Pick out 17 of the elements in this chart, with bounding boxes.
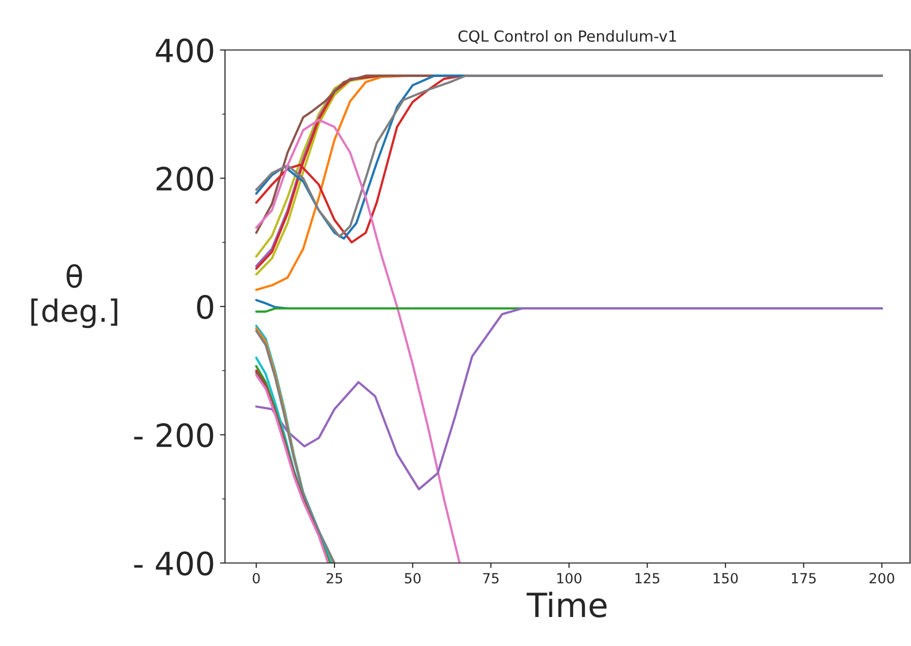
y-tick-label: - 200	[134, 423, 214, 448]
y-tick-label: - 400	[134, 551, 214, 576]
chart-title: CQL Control on Pendulum-v1	[458, 30, 676, 44]
x-tick-label: 75	[483, 573, 498, 584]
y-axis-title: θ [deg.]	[31, 264, 118, 328]
x-tick-label: 50	[404, 572, 421, 584]
y-tick-label: 0	[197, 294, 214, 320]
x-tick-label: 100	[557, 572, 582, 584]
x-axis-title: Time	[526, 592, 607, 618]
y-tick-label: 400	[156, 38, 214, 63]
x-tick-label: 0	[252, 572, 260, 584]
x-tick-label: 25	[326, 572, 342, 584]
x-tick-label: 175	[792, 573, 816, 584]
x-tick-label: 150	[714, 572, 738, 584]
x-tick-label: 200	[870, 572, 894, 584]
x-tick-label: 125	[636, 572, 660, 584]
y-tick-label: 200	[156, 166, 214, 191]
